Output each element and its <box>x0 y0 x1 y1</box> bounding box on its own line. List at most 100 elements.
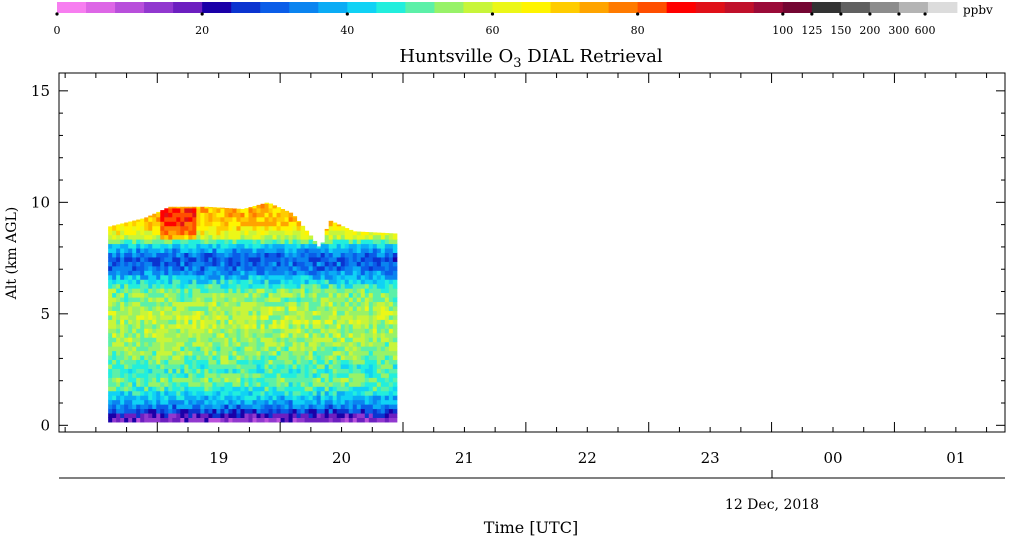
heatmap-cell <box>220 386 225 392</box>
heatmap-cell <box>160 288 165 294</box>
heatmap-cell <box>232 292 237 298</box>
heatmap-cell <box>360 261 366 267</box>
heatmap-cell <box>136 359 141 365</box>
heatmap-cell <box>192 399 197 405</box>
heatmap-cell <box>320 279 326 285</box>
heatmap-cell <box>364 381 370 387</box>
heatmap-cell <box>164 395 169 401</box>
heatmap-cell <box>128 230 133 236</box>
heatmap-cell <box>220 239 225 245</box>
heatmap-cell <box>132 225 137 231</box>
heatmap-cell <box>288 350 294 356</box>
heatmap-cell <box>312 261 318 267</box>
heatmap-cell <box>184 297 189 303</box>
heatmap-cell <box>216 256 221 262</box>
heatmap-cell <box>372 377 378 383</box>
heatmap-cell <box>252 363 258 369</box>
heatmap-cell <box>280 221 286 227</box>
heatmap-cell <box>312 265 318 271</box>
heatmap-cell <box>224 288 229 294</box>
heatmap-cell <box>260 216 266 222</box>
heatmap-cell <box>128 265 133 271</box>
heatmap-cell <box>236 261 241 267</box>
heatmap-cell <box>160 337 165 343</box>
heatmap-cell <box>364 283 370 289</box>
heatmap-cell <box>252 207 258 213</box>
heatmap-cell <box>128 408 133 414</box>
heatmap-cell <box>208 297 213 303</box>
heatmap-cell <box>108 386 113 392</box>
heatmap-cell <box>176 297 181 303</box>
heatmap-cell <box>212 301 217 307</box>
heatmap-cell <box>180 310 185 316</box>
heatmap-cell <box>236 301 241 307</box>
heatmap-cell <box>184 292 189 298</box>
heatmap-cell <box>192 350 197 356</box>
heatmap-cell <box>176 381 181 387</box>
heatmap-cell <box>180 368 185 374</box>
heatmap-cell <box>340 314 346 320</box>
heatmap-cell <box>368 390 374 396</box>
colorbar-swatch <box>579 2 610 13</box>
heatmap-cell <box>344 283 350 289</box>
heatmap-cell <box>292 256 298 262</box>
heatmap-cell <box>356 270 362 276</box>
heatmap-cell <box>340 350 346 356</box>
heatmap-cell <box>168 265 173 271</box>
heatmap-cell <box>336 279 342 285</box>
heatmap-cell <box>232 386 237 392</box>
heatmap-cell <box>248 399 253 405</box>
heatmap-cell <box>136 341 141 347</box>
heatmap-cell <box>188 234 193 240</box>
heatmap-cell <box>296 381 302 387</box>
heatmap-cell <box>364 256 370 262</box>
heatmap-cell <box>140 218 145 222</box>
heatmap-cell <box>320 256 326 262</box>
heatmap-cell <box>328 252 334 258</box>
heatmap-cell <box>284 306 290 311</box>
heatmap-cell <box>324 319 330 325</box>
heatmap-cell <box>376 314 382 320</box>
heatmap-cell <box>360 265 366 271</box>
heatmap-cell <box>268 274 274 280</box>
heatmap-cell <box>360 297 366 303</box>
heatmap-cell <box>108 404 113 410</box>
heatmap-cell <box>304 417 310 423</box>
heatmap-cell <box>392 381 398 387</box>
heatmap-cell <box>252 252 258 258</box>
heatmap-cell <box>152 386 157 392</box>
heatmap-cell <box>368 346 374 352</box>
heatmap-cell <box>316 301 322 307</box>
heatmap-cell <box>276 337 282 343</box>
heatmap-cell <box>132 328 137 334</box>
heatmap-cell <box>392 323 398 329</box>
heatmap-cell <box>352 390 358 396</box>
heatmap-cell <box>360 390 366 396</box>
heatmap-cell <box>120 355 125 361</box>
heatmap-cell <box>364 297 370 303</box>
heatmap-cell <box>212 279 217 285</box>
heatmap-cell <box>192 297 197 303</box>
heatmap-cell <box>108 377 113 383</box>
heatmap-cell <box>288 225 294 231</box>
heatmap-cell <box>156 377 161 383</box>
heatmap-cell <box>116 270 121 276</box>
heatmap-cell <box>172 256 177 262</box>
heatmap-cell <box>132 301 137 307</box>
heatmap-cell <box>248 270 253 276</box>
heatmap-cell <box>356 288 362 294</box>
heatmap-cell <box>352 386 358 392</box>
heatmap-cell <box>272 283 278 289</box>
heatmap-cell <box>116 368 121 374</box>
heatmap-cell <box>208 207 213 213</box>
heatmap-cell <box>212 341 217 347</box>
heatmap-cell <box>340 279 346 285</box>
heatmap-cell <box>240 377 245 383</box>
heatmap-cell <box>244 328 249 334</box>
heatmap-cell <box>196 265 201 271</box>
heatmap-cell <box>392 350 398 356</box>
heatmap-cell <box>180 301 185 307</box>
heatmap-cell <box>164 314 169 320</box>
heatmap-cell <box>380 319 386 325</box>
heatmap-cell <box>348 328 354 334</box>
